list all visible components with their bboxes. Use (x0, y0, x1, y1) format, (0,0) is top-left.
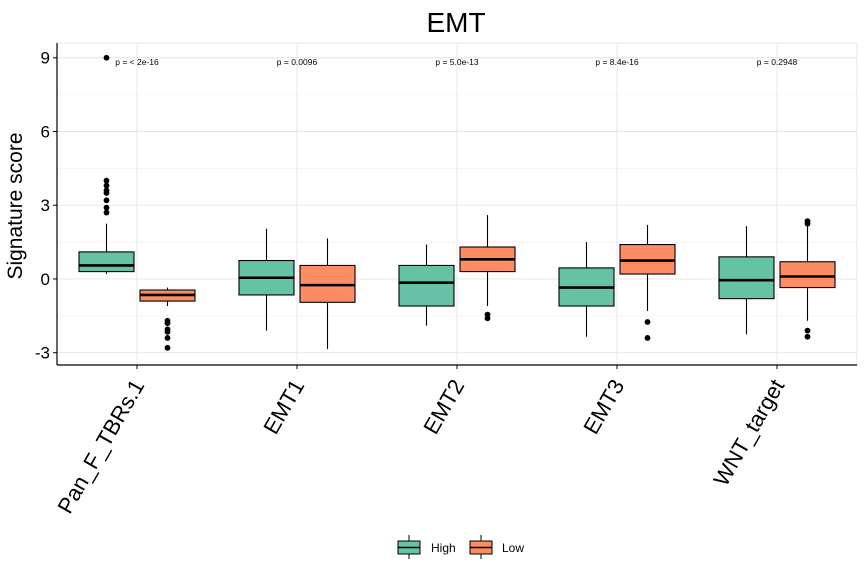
box-high-EMT2 (398, 244, 455, 326)
outlier-point (103, 177, 110, 184)
box-low-Pan_F_TBRs.1 (139, 287, 196, 351)
outlier-point (484, 315, 491, 322)
y-tick-label: 3 (41, 196, 50, 215)
box-low-EMT1 (299, 238, 356, 350)
outlier-point (103, 204, 110, 211)
outlier-point (103, 54, 110, 61)
box-low-EMT3 (619, 224, 676, 341)
y-tick-label: -3 (35, 344, 50, 363)
box-high-Pan_F_TBRs.1 (78, 54, 135, 275)
outlier-point (164, 328, 171, 335)
chart-title: EMT (426, 7, 485, 38)
legend-item-low: Low (469, 535, 524, 559)
x-tick-label: EMT2 (418, 375, 469, 438)
outlier-point (164, 335, 171, 341)
y-tick-label: 0 (41, 270, 50, 289)
box-high-EMT3 (558, 242, 615, 337)
outlier-point (644, 319, 651, 325)
legend: High Low (397, 535, 524, 559)
box-low-WNT_target (779, 218, 836, 340)
plot-area: -3 0 3 6 9 p = < 2e-16 p = 0.0096 p = 5.0e-13 p … (35, 42, 858, 518)
y-tick-label: 9 (41, 49, 50, 68)
p-value-annotation: p = 0.0096 (277, 57, 318, 67)
y-axis-label: Signature score (4, 132, 27, 279)
box-low-EMT2 (459, 215, 516, 322)
outlier-point (804, 327, 811, 334)
box-high-WNT_target (718, 226, 775, 335)
outlier-point (644, 335, 651, 341)
box-iqr (718, 256, 775, 300)
x-tick-label: EMT3 (578, 375, 629, 438)
box-iqr (78, 251, 135, 273)
p-value-annotation: p = 8.4e-16 (595, 57, 639, 67)
outlier-point (103, 209, 110, 216)
p-value-annotation: p = 0.2948 (757, 57, 798, 67)
p-value-annotation: p = 5.0e-13 (435, 57, 479, 67)
outlier-point (164, 320, 171, 327)
outlier-point (103, 182, 110, 189)
y-tick-label: 6 (41, 122, 50, 141)
outlier-point (164, 344, 171, 351)
x-tick-label: WNT_target (708, 375, 789, 490)
outlier-point (103, 197, 110, 204)
legend-item-high: High (397, 535, 456, 559)
outlier-point (804, 218, 811, 225)
outlier-point (804, 333, 811, 340)
box-high-EMT1 (238, 228, 295, 331)
box-iqr (779, 261, 836, 289)
x-tick-label: EMT1 (258, 375, 309, 438)
box-iqr (398, 264, 455, 307)
legend-label: High (431, 541, 456, 555)
x-tick-label: Pan_F_TBRs.1 (52, 375, 149, 518)
p-value-annotation: p = < 2e-16 (115, 57, 159, 67)
outlier-point (103, 187, 110, 194)
legend-label: Low (502, 541, 524, 555)
